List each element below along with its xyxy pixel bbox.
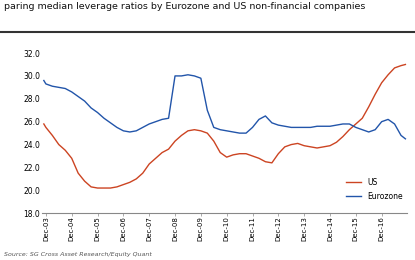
- Eurozone: [289, 126, 294, 129]
- Line: Eurozone: Eurozone: [44, 75, 405, 139]
- Text: paring median leverage ratios by Eurozone and US non-financial companies: paring median leverage ratios by Eurozon…: [4, 2, 366, 11]
- US: [42, 122, 46, 126]
- US: [403, 63, 408, 66]
- Line: US: US: [44, 64, 405, 188]
- Eurozone: [315, 125, 320, 128]
- Text: Source: SG Cross Asset Research/Equity Quant: Source: SG Cross Asset Research/Equity Q…: [4, 252, 152, 257]
- US: [127, 181, 132, 184]
- Eurozone: [392, 122, 397, 126]
- Eurozone: [121, 129, 126, 132]
- US: [289, 143, 294, 146]
- US: [134, 177, 139, 180]
- US: [392, 66, 397, 69]
- US: [95, 186, 100, 190]
- Eurozone: [403, 137, 408, 140]
- Legend: US, Eurozone: US, Eurozone: [346, 178, 403, 201]
- Eurozone: [186, 73, 190, 76]
- US: [353, 122, 358, 126]
- US: [315, 146, 320, 150]
- Eurozone: [353, 126, 358, 129]
- Eurozone: [42, 79, 46, 82]
- Eurozone: [127, 131, 132, 134]
